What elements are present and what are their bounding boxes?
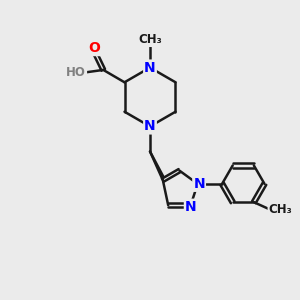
Text: N: N: [193, 177, 205, 191]
Text: HO: HO: [66, 66, 86, 80]
Text: CH₃: CH₃: [138, 33, 162, 46]
Text: CH₃: CH₃: [268, 203, 292, 216]
Text: N: N: [144, 119, 156, 134]
Text: O: O: [88, 41, 101, 55]
Text: N: N: [185, 200, 197, 214]
Text: N: N: [144, 61, 156, 75]
